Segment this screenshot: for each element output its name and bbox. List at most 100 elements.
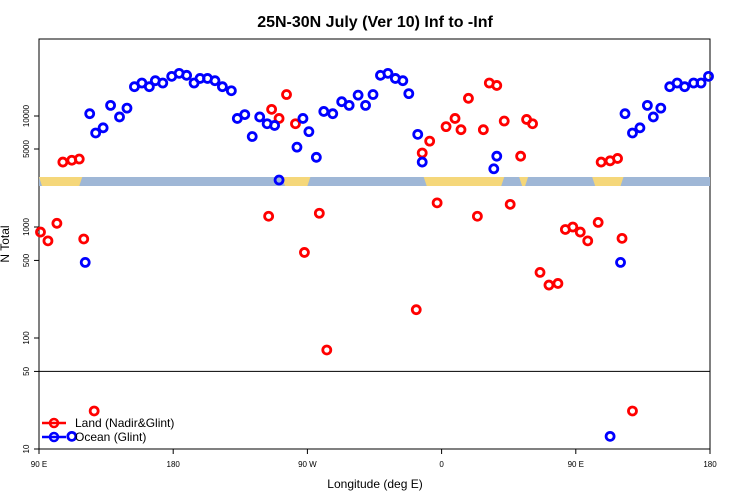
series-land: [35, 77, 638, 417]
data-point: [352, 89, 364, 101]
map-land-region: [519, 177, 529, 186]
data-point: [647, 111, 659, 123]
data-point: [491, 150, 503, 162]
data-point: [66, 430, 78, 442]
legend-label-land: Land (Nadir&Glint): [75, 416, 174, 430]
data-point: [239, 109, 251, 120]
x-tick-label: 90 E: [568, 460, 584, 469]
data-point: [209, 75, 221, 87]
data-point: [615, 256, 626, 268]
data-point: [321, 344, 333, 356]
y-axis-label: N Total: [0, 225, 12, 262]
data-point: [616, 232, 628, 244]
data-point: [543, 279, 555, 291]
data-point: [619, 108, 631, 120]
data-point: [273, 174, 285, 186]
data-point: [431, 197, 443, 209]
data-point: [403, 88, 415, 100]
data-point: [641, 99, 653, 111]
data-point: [491, 80, 503, 91]
legend-entry-land: Land (Nadir&Glint): [42, 416, 174, 430]
y-tick-label: 10: [22, 444, 31, 453]
data-point: [318, 106, 330, 117]
data-point: [78, 233, 90, 245]
y-tick-label: 50: [22, 366, 31, 375]
data-point: [360, 99, 371, 111]
y-tick-label: 5000: [22, 140, 31, 158]
data-point: [552, 278, 564, 289]
data-point: [471, 210, 483, 222]
data-point: [655, 102, 667, 114]
data-point: [181, 69, 193, 81]
data-point: [695, 77, 707, 89]
data-point: [410, 304, 422, 316]
data-point: [225, 85, 237, 97]
data-point: [42, 235, 54, 247]
y-axis: 10 50 100 500 1000 5000 10000: [22, 104, 39, 453]
data-point: [477, 124, 489, 136]
data-point: [449, 113, 461, 124]
map-ocean-band: [39, 177, 710, 186]
legend-marker-ocean: [48, 431, 60, 443]
data-point: [105, 99, 116, 111]
data-point: [254, 111, 266, 123]
data-point: [382, 67, 394, 79]
x-tick-label: 0: [439, 460, 444, 469]
data-points: [35, 67, 714, 442]
data-point: [269, 120, 280, 131]
data-point: [527, 118, 538, 130]
legend-marker-land: [48, 417, 60, 429]
data-point: [416, 156, 428, 168]
data-point: [297, 113, 309, 124]
x-axis-label: Longitude (deg E): [327, 477, 422, 491]
data-point: [79, 256, 91, 268]
data-point: [463, 92, 474, 104]
map-land-region: [282, 177, 311, 186]
data-point: [488, 163, 500, 175]
data-point: [595, 156, 607, 168]
data-point: [567, 221, 579, 233]
data-point: [440, 121, 452, 133]
data-point: [299, 247, 310, 258]
map-land-region: [592, 177, 624, 186]
data-point: [57, 156, 69, 168]
data-point: [313, 207, 325, 219]
data-point: [281, 89, 292, 100]
y-tick-label: 100: [22, 331, 31, 345]
data-point: [35, 226, 46, 238]
data-point: [679, 81, 691, 93]
x-tick-label: 180: [703, 460, 717, 469]
data-point: [263, 210, 275, 222]
data-point: [412, 128, 424, 140]
data-point: [114, 111, 125, 123]
data-point: [217, 81, 228, 93]
data-point: [634, 122, 646, 134]
data-point: [84, 108, 96, 120]
legend: Land (Nadir&Glint) Ocean (Glint): [42, 416, 174, 444]
data-point: [515, 150, 527, 162]
data-point: [534, 266, 546, 278]
data-point: [582, 235, 594, 247]
data-point: [291, 141, 303, 153]
data-point: [143, 81, 155, 93]
data-point: [51, 217, 63, 229]
world-map-strip: [39, 177, 710, 186]
data-point: [97, 122, 109, 134]
x-axis: 90 E 180 90 W 0 90 E 180: [31, 449, 717, 469]
x-tick-label: 90 E: [31, 460, 47, 469]
data-point: [627, 127, 638, 139]
data-point: [592, 217, 604, 228]
data-point: [498, 115, 510, 127]
data-point: [246, 131, 258, 142]
data-point: [327, 108, 339, 120]
data-point: [397, 75, 409, 87]
y-tick-label: 500: [22, 253, 31, 267]
legend-entry-ocean: Ocean (Glint): [42, 430, 146, 444]
data-point: [157, 77, 169, 89]
data-point: [266, 103, 278, 115]
x-tick-label: 180: [167, 460, 181, 469]
data-point: [303, 126, 315, 138]
data-point: [504, 198, 516, 210]
